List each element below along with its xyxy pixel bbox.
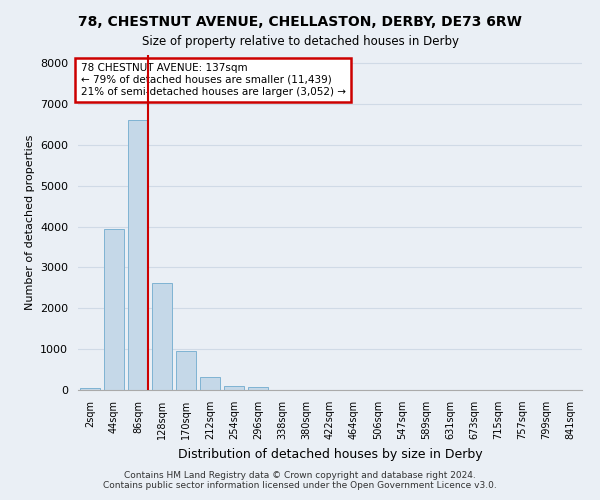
X-axis label: Distribution of detached houses by size in Derby: Distribution of detached houses by size … [178, 448, 482, 460]
Text: 78 CHESTNUT AVENUE: 137sqm
← 79% of detached houses are smaller (11,439)
21% of : 78 CHESTNUT AVENUE: 137sqm ← 79% of deta… [80, 64, 346, 96]
Y-axis label: Number of detached properties: Number of detached properties [25, 135, 35, 310]
Bar [224, 386, 244, 390]
Text: Contains HM Land Registry data © Crown copyright and database right 2024.
Contai: Contains HM Land Registry data © Crown c… [103, 470, 497, 490]
Bar [248, 387, 268, 390]
Bar [80, 388, 100, 390]
Bar [176, 351, 196, 390]
Bar [200, 376, 220, 390]
Bar [104, 228, 124, 390]
Text: Size of property relative to detached houses in Derby: Size of property relative to detached ho… [142, 35, 458, 48]
Bar [152, 283, 172, 390]
Text: 78, CHESTNUT AVENUE, CHELLASTON, DERBY, DE73 6RW: 78, CHESTNUT AVENUE, CHELLASTON, DERBY, … [78, 15, 522, 29]
Bar [128, 120, 148, 390]
